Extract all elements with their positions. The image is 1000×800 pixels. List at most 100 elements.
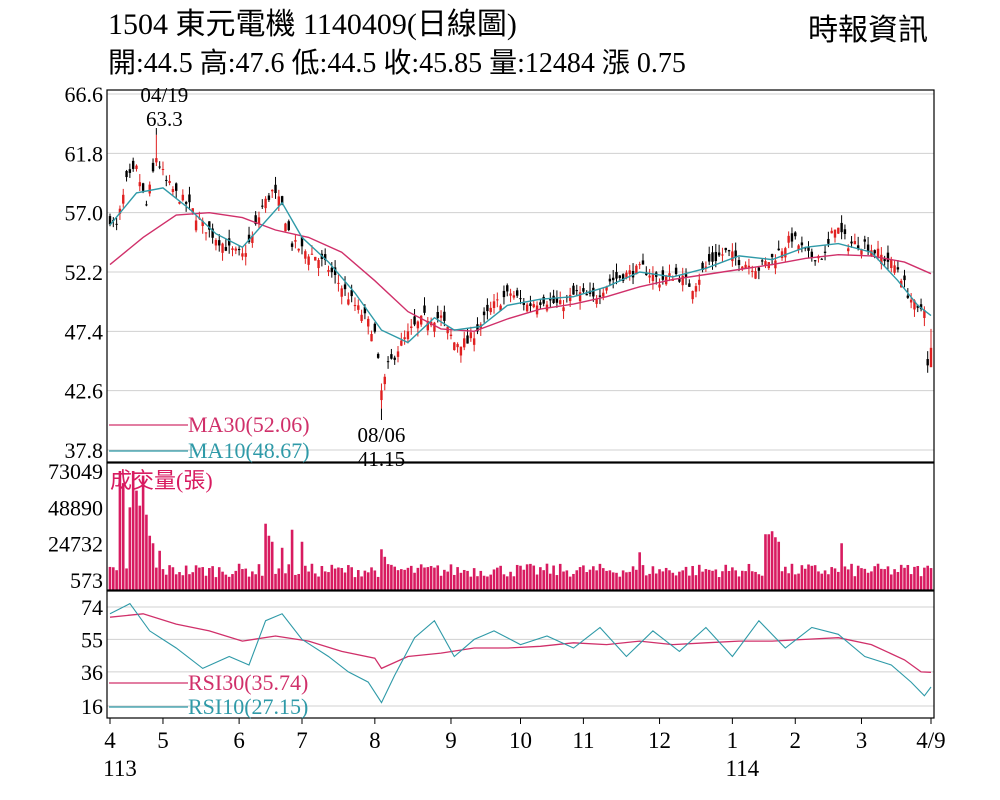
volume-bar — [711, 570, 714, 590]
candle-body — [274, 184, 277, 194]
candle-body — [115, 223, 118, 225]
candle-body — [419, 315, 423, 325]
ma10-line — [109, 187, 932, 344]
volume-bar — [754, 571, 757, 590]
candle-body — [492, 301, 496, 308]
high-annotation-value: 63.3 — [146, 107, 183, 131]
rsi-tick-label: 55 — [81, 627, 103, 652]
volume-bar — [578, 567, 582, 590]
candle-body — [135, 165, 138, 169]
volume-bar — [333, 568, 337, 590]
volume-bar — [906, 564, 910, 590]
volume-bar — [353, 577, 357, 590]
price-tick-label: 47.4 — [65, 319, 104, 344]
candle-body — [621, 274, 625, 281]
volume-bar — [846, 569, 850, 590]
volume-bar — [615, 572, 618, 590]
candle-body — [916, 305, 919, 308]
candle-body — [284, 223, 287, 232]
candle-body — [542, 296, 545, 304]
candle-body — [611, 277, 615, 281]
volume-bar — [290, 529, 294, 590]
volume-bar — [231, 574, 234, 590]
candle-body — [456, 344, 459, 348]
volume-bar — [310, 563, 314, 590]
volume-bar — [592, 566, 595, 590]
volume-bar — [194, 565, 198, 590]
rsi10-line — [109, 602, 932, 704]
candle-body — [271, 189, 274, 192]
candle-body — [204, 232, 208, 234]
volume-bar — [380, 549, 383, 590]
candle-body — [161, 169, 165, 171]
candle-body — [926, 359, 929, 366]
volume-bar — [131, 471, 135, 590]
volume-bar — [601, 568, 605, 590]
candle-body — [731, 251, 734, 262]
volume-bar — [850, 563, 853, 590]
volume-bar — [628, 571, 632, 590]
candle-body — [297, 248, 300, 251]
x-tick-label: 11 — [572, 728, 594, 753]
x-tick-label: 7 — [296, 728, 308, 753]
rsi-tick-label: 74 — [81, 595, 103, 620]
volume-bar — [423, 567, 426, 590]
volume-bar — [582, 565, 585, 590]
candle-body — [237, 248, 241, 251]
candle-body — [698, 279, 701, 285]
volume-bar — [466, 570, 469, 590]
volume-bar — [558, 563, 562, 590]
volume-bar — [360, 576, 363, 590]
volume-bar — [443, 569, 446, 590]
candle-body — [323, 254, 327, 261]
volume-bar — [757, 574, 761, 590]
volume-bar — [684, 566, 688, 590]
volume-bar — [284, 573, 287, 590]
candle-body — [754, 271, 757, 279]
x-tick-label: 10 — [509, 728, 532, 753]
volume-bar — [224, 574, 228, 590]
volume-bar — [403, 569, 406, 590]
candle-body — [744, 264, 747, 269]
volume-bar — [227, 576, 231, 590]
candle-body — [423, 305, 426, 313]
volume-bar — [886, 566, 890, 590]
volume-bar — [572, 573, 575, 590]
volume-bar — [436, 565, 440, 590]
volume-bar — [876, 563, 880, 590]
chart-title: 1504 東元電機 1140409(日線圖) — [108, 8, 517, 41]
volume-bar — [648, 573, 651, 590]
candle-body — [896, 267, 900, 270]
candle-body — [648, 275, 651, 278]
candle-body — [436, 311, 439, 319]
candle-body — [532, 304, 535, 308]
volume-bar — [840, 543, 843, 590]
candle-body — [506, 285, 509, 292]
volume-bar — [201, 567, 204, 590]
candle-body — [747, 265, 751, 268]
volume-bar — [350, 567, 353, 590]
volume-bar — [386, 564, 390, 590]
volume-bar — [873, 566, 877, 590]
candle-body — [893, 265, 896, 273]
volume-bar — [519, 565, 522, 590]
candle-body — [592, 287, 595, 297]
volume-bar — [681, 570, 685, 590]
volume-bar — [625, 572, 628, 590]
chart-frame — [106, 89, 935, 724]
candle-body — [234, 248, 237, 251]
candle-body — [787, 235, 790, 243]
candle-body — [711, 252, 714, 262]
volume-bar — [472, 568, 476, 590]
candle-body — [813, 260, 817, 262]
volume-bar — [446, 571, 449, 590]
price-tick-label: 42.6 — [65, 379, 104, 404]
volume-bar — [721, 571, 724, 590]
candle-body — [651, 274, 655, 282]
volume-bar — [896, 572, 900, 590]
volume-bar — [247, 576, 251, 590]
candle-body — [860, 249, 863, 255]
candle-body — [406, 331, 410, 340]
candle-body — [810, 251, 814, 258]
candle-body — [886, 252, 890, 262]
